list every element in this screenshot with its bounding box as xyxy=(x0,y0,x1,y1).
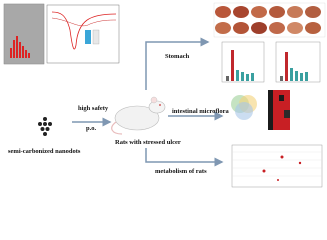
node-label: metabolism of rats xyxy=(155,168,207,175)
node-label: p.o. xyxy=(86,125,96,132)
arrow xyxy=(145,148,224,167)
node-label: Rats with stressed ulcer xyxy=(115,139,181,146)
metabolism-plot xyxy=(231,144,323,188)
node-label: Stomach xyxy=(165,53,190,60)
nanodots-icon xyxy=(38,117,52,136)
node-label: high safety xyxy=(78,105,109,112)
node-label: semi-carbonized nanodots xyxy=(8,148,81,155)
bar-panels xyxy=(221,41,321,83)
stomach-photos xyxy=(213,2,326,38)
page: {"nodes": [ {"label": "semi-carbonized n… xyxy=(3,2,326,188)
characterization-panel xyxy=(3,3,120,65)
arrow xyxy=(145,37,210,90)
graphical-abstract: semi-carbonized nanodots high safety p.o… xyxy=(3,2,326,188)
node-label: intestinal microflora xyxy=(172,108,229,115)
microflora-panels xyxy=(231,90,290,130)
rat-icon xyxy=(111,96,166,135)
